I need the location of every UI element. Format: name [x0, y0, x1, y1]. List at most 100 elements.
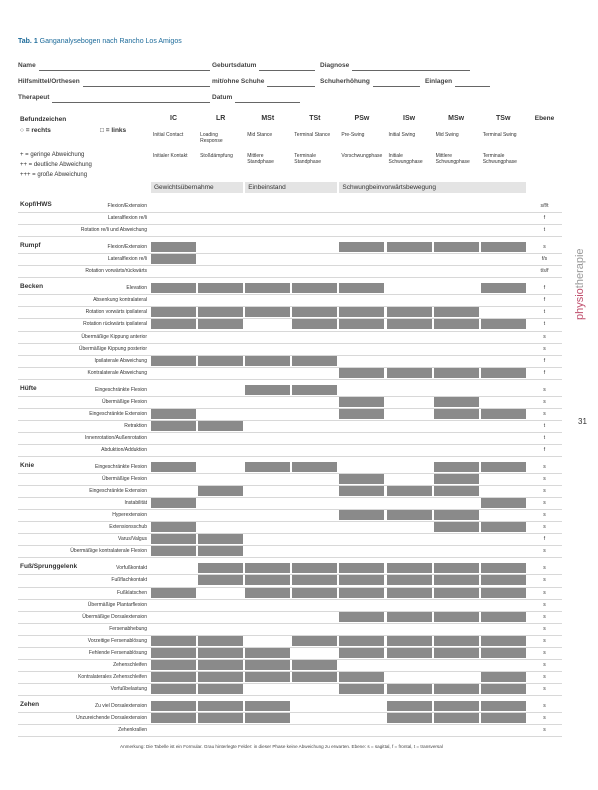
shaded-cell [151, 647, 197, 658]
plane-value: s [543, 398, 546, 405]
shaded-cell [433, 510, 479, 521]
row-label: Eingeschränkte Extension [89, 488, 147, 495]
column-abbr: IC [170, 115, 178, 122]
row-label: Übermäßige Kippung posterior [78, 345, 147, 352]
shaded-cell [151, 254, 197, 265]
plane-value: f [543, 285, 546, 292]
shaded-cell [480, 713, 526, 724]
row-label: Rotation rückwärts ipsilateral [83, 321, 147, 328]
legend-grade: ++ = deutliche Abweichung [20, 162, 92, 168]
row-line [18, 658, 562, 660]
caption: Tab. 1 Ganganalysebogen nach Rancho Los … [18, 38, 182, 45]
row-label: Hyperextension [112, 512, 147, 519]
section-name: Kopf/HWS [20, 201, 52, 208]
shaded-cell [245, 563, 291, 574]
row-label: Abduktion/Adduktion [101, 446, 147, 453]
shaded-cell [386, 587, 432, 598]
shaded-cell [386, 647, 432, 658]
row-label: Übermäßige Flexion [101, 476, 147, 483]
plane-value: s [543, 613, 546, 620]
shaded-cell [151, 307, 197, 318]
shaded-cell [151, 408, 197, 419]
row-label: Lateralflexion re/li [107, 256, 147, 263]
shaded-cell [151, 683, 197, 694]
row-label: Kontralaterale Abweichung [87, 369, 148, 376]
row-label: Vorzeitige Fersenablösung [87, 637, 147, 644]
plane-value: s [543, 500, 546, 507]
row-label: Innenrotation/Außenrotation [85, 434, 147, 441]
shaded-cell [480, 587, 526, 598]
row-line [18, 670, 562, 672]
shaded-cell [480, 367, 526, 378]
section-name: Fuß/Sprunggelenk [20, 563, 78, 571]
row-label: Rotation re/li und Abweichung [80, 227, 147, 234]
column-abbr: TSw [496, 115, 511, 122]
row-line [18, 212, 562, 214]
plane-value: f [543, 536, 546, 543]
caption-number: Tab. 1 [18, 38, 38, 45]
row-label: Übermäßige Kippung anterior [81, 333, 147, 340]
shaded-cell [245, 307, 291, 318]
column-de: Mittlere Standphase [247, 153, 274, 165]
shaded-cell [433, 396, 479, 407]
form-label: Diagnose [320, 62, 350, 69]
phase-cell [151, 182, 244, 193]
shaded-cell [480, 671, 526, 682]
row-line [18, 712, 562, 713]
shaded-cell [433, 647, 479, 658]
shaded-cell [198, 575, 244, 586]
column-en: Terminal Stance [294, 132, 331, 138]
plane-value: s [543, 661, 546, 668]
plane-value: s [543, 548, 546, 555]
shaded-cell [151, 700, 197, 711]
row-line [18, 610, 562, 612]
shaded-cell [198, 647, 244, 658]
plane-value: f [543, 297, 546, 304]
row-label: Zu viel Dorsalextension [95, 702, 147, 709]
row-label: Absenkung kontralateral [93, 297, 147, 304]
row-line [18, 724, 562, 726]
shaded-cell [386, 611, 432, 622]
plane-value: s [543, 702, 546, 709]
phase-label: Schwungbeinvorwärtsbewegung [342, 184, 436, 191]
row-line [18, 318, 562, 320]
shaded-cell [480, 242, 526, 253]
shaded-cell [433, 563, 479, 574]
column-abbr: LR [215, 115, 226, 122]
row-line [18, 378, 562, 380]
shaded-cell [433, 575, 479, 586]
row-line [18, 342, 562, 344]
shaded-cell [151, 522, 197, 533]
form-label: Geburtsdatum [212, 62, 257, 69]
row-line [18, 277, 562, 279]
form-line [352, 70, 470, 71]
shaded-cell [433, 713, 479, 724]
shaded-cell [151, 534, 197, 545]
shaded-cell [339, 635, 385, 646]
column-en: Initial Swing [388, 132, 416, 138]
plane-value: s [543, 673, 546, 680]
row-label: Vorfußkontakt [116, 565, 147, 572]
shaded-cell [198, 546, 244, 557]
form-line [52, 102, 210, 103]
shaded-cell [151, 635, 197, 646]
shaded-cell [433, 700, 479, 711]
shaded-cell [292, 587, 338, 598]
shaded-cell [151, 420, 197, 431]
shaded-cell [292, 283, 338, 294]
shaded-cell [386, 635, 432, 646]
form-line [235, 102, 300, 103]
plane-value: s [543, 589, 546, 596]
row-label: Ipsilaterale Abweichung [94, 357, 147, 364]
column-en: Mid Swing [435, 132, 459, 138]
row-label: Unzureichende Dorsalextension [76, 715, 147, 721]
shaded-cell [386, 510, 432, 521]
shaded-cell [292, 659, 338, 670]
shaded-cell [386, 683, 432, 694]
form-label: Schuherhöhung [320, 78, 370, 85]
form-line [38, 70, 210, 71]
shaded-cell [292, 635, 338, 646]
column-en: Initial Contact [153, 132, 184, 138]
shaded-cell [433, 474, 479, 485]
shaded-cell [433, 587, 479, 598]
